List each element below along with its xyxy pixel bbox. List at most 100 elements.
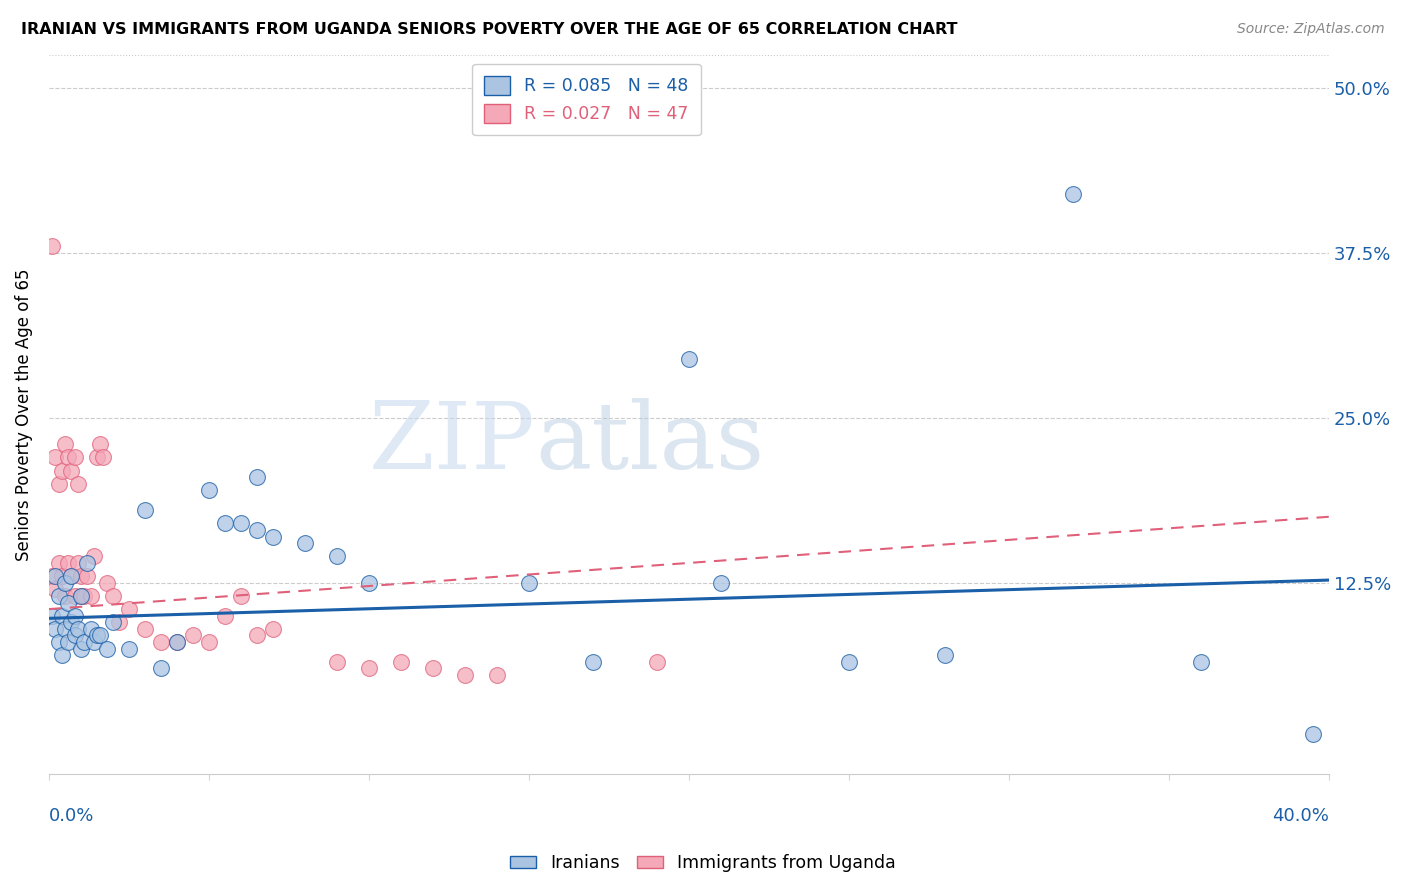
Point: [51, 608, 73, 623]
Point: [76, 569, 98, 583]
Point: [60, 615, 83, 630]
Point: [101, 589, 124, 603]
Point: [79, 589, 101, 603]
Point: [63, 450, 86, 465]
Point: [108, 615, 131, 630]
Point: [485, 668, 508, 682]
Point: [53, 437, 76, 451]
Text: ZIP: ZIP: [368, 399, 536, 488]
Point: [198, 635, 221, 649]
Legend: R = 0.085   N = 48, R = 0.027   N = 47: R = 0.085 N = 48, R = 0.027 N = 47: [472, 64, 700, 136]
Point: [76, 556, 98, 570]
Point: [66, 622, 89, 636]
Point: [53, 622, 76, 636]
Point: [246, 523, 269, 537]
Point: [246, 628, 269, 642]
Point: [53, 575, 76, 590]
Point: [63, 608, 86, 623]
Point: [166, 635, 188, 649]
Point: [214, 608, 236, 623]
Point: [326, 655, 349, 669]
Point: [41, 608, 63, 623]
Point: [44, 569, 66, 583]
Point: [149, 635, 172, 649]
Point: [229, 589, 252, 603]
Point: [70, 641, 93, 656]
Point: [89, 437, 111, 451]
Point: [83, 635, 105, 649]
Point: [51, 648, 73, 663]
Point: [53, 589, 76, 603]
Point: [118, 641, 141, 656]
Point: [166, 635, 188, 649]
Text: 0.0%: 0.0%: [49, 807, 94, 825]
Point: [134, 622, 156, 636]
Point: [41, 569, 63, 583]
Point: [56, 635, 79, 649]
Point: [96, 575, 118, 590]
Point: [838, 655, 860, 669]
Point: [262, 530, 284, 544]
Text: 40.0%: 40.0%: [1272, 807, 1329, 825]
Point: [294, 536, 316, 550]
Y-axis label: Seniors Poverty Over the Age of 65: Seniors Poverty Over the Age of 65: [15, 268, 32, 561]
Point: [229, 516, 252, 531]
Point: [934, 648, 956, 663]
Point: [1189, 655, 1212, 669]
Point: [48, 589, 70, 603]
Point: [326, 549, 349, 564]
Point: [70, 569, 93, 583]
Point: [1302, 727, 1324, 741]
Point: [60, 569, 83, 583]
Point: [79, 622, 101, 636]
Point: [48, 476, 70, 491]
Point: [678, 351, 700, 366]
Point: [101, 615, 124, 630]
Point: [246, 470, 269, 484]
Point: [63, 589, 86, 603]
Point: [73, 589, 96, 603]
Point: [517, 575, 540, 590]
Point: [70, 589, 93, 603]
Point: [66, 556, 89, 570]
Point: [44, 450, 66, 465]
Point: [51, 464, 73, 478]
Text: atlas: atlas: [536, 399, 765, 488]
Point: [198, 483, 221, 498]
Point: [181, 628, 204, 642]
Point: [422, 661, 444, 675]
Point: [389, 655, 412, 669]
Point: [51, 569, 73, 583]
Point: [149, 661, 172, 675]
Legend: Iranians, Immigrants from Uganda: Iranians, Immigrants from Uganda: [503, 847, 903, 879]
Text: Source: ZipAtlas.com: Source: ZipAtlas.com: [1237, 22, 1385, 37]
Point: [56, 556, 79, 570]
Point: [66, 476, 89, 491]
Text: IRANIAN VS IMMIGRANTS FROM UGANDA SENIORS POVERTY OVER THE AGE OF 65 CORRELATION: IRANIAN VS IMMIGRANTS FROM UGANDA SENIOR…: [21, 22, 957, 37]
Point: [454, 668, 477, 682]
Point: [48, 556, 70, 570]
Point: [96, 641, 118, 656]
Point: [89, 628, 111, 642]
Point: [48, 635, 70, 649]
Point: [134, 503, 156, 517]
Point: [70, 589, 93, 603]
Point: [582, 655, 605, 669]
Point: [1062, 186, 1084, 201]
Point: [118, 602, 141, 616]
Point: [41, 239, 63, 253]
Point: [86, 450, 108, 465]
Point: [60, 569, 83, 583]
Point: [93, 450, 115, 465]
Point: [214, 516, 236, 531]
Point: [86, 628, 108, 642]
Point: [56, 450, 79, 465]
Point: [83, 549, 105, 564]
Point: [73, 635, 96, 649]
Point: [645, 655, 668, 669]
Point: [357, 661, 380, 675]
Point: [357, 575, 380, 590]
Point: [262, 622, 284, 636]
Point: [56, 595, 79, 609]
Point: [63, 628, 86, 642]
